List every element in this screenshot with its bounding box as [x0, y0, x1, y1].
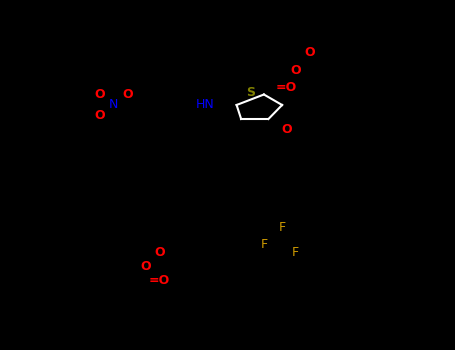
Text: O: O [290, 63, 301, 77]
Text: O: O [122, 88, 133, 101]
Text: =O: =O [276, 81, 297, 94]
Text: O: O [95, 109, 106, 122]
Text: F: F [260, 238, 268, 252]
Text: O: O [281, 123, 292, 136]
Text: O: O [154, 245, 165, 259]
Text: F: F [292, 245, 299, 259]
Text: HN: HN [195, 98, 214, 112]
Text: =O: =O [149, 273, 170, 287]
Text: O: O [304, 46, 315, 59]
Text: F: F [278, 221, 286, 234]
Text: O: O [140, 259, 151, 273]
Text: N: N [109, 98, 118, 112]
Text: O: O [95, 88, 106, 101]
Text: S: S [246, 86, 255, 99]
